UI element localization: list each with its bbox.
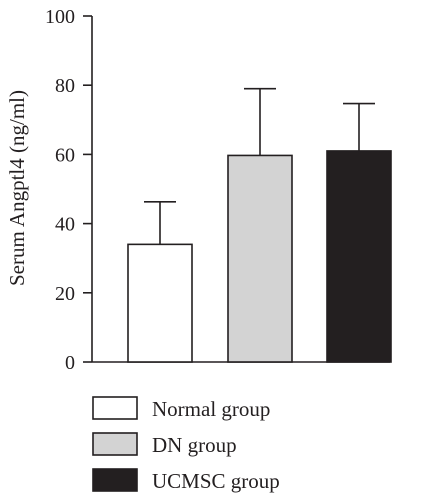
legend-swatch [92,396,138,420]
legend-label: Normal group [152,397,270,421]
legend-label: DN group [152,433,237,457]
legend-swatch [92,432,138,456]
bars [127,87,392,363]
bar [326,150,392,363]
legend-label: UCMSC group [152,469,280,493]
bar [127,243,193,363]
legend: Normal group DN group UCMSC group [92,396,280,493]
y-tick-label: 40 [55,214,75,236]
y-tick-label: 80 [55,75,75,97]
y-tick-label: 60 [55,144,75,166]
legend-swatch [92,468,138,492]
y-tick-label: 100 [45,6,75,28]
axes: 0 20 40 60 80 100 [45,6,390,374]
y-axis-title: Serum Angptl4 (ng/ml) [5,90,29,286]
y-tick-label: 20 [55,283,75,305]
y-tick-label: 0 [65,352,75,374]
bar [227,154,293,363]
